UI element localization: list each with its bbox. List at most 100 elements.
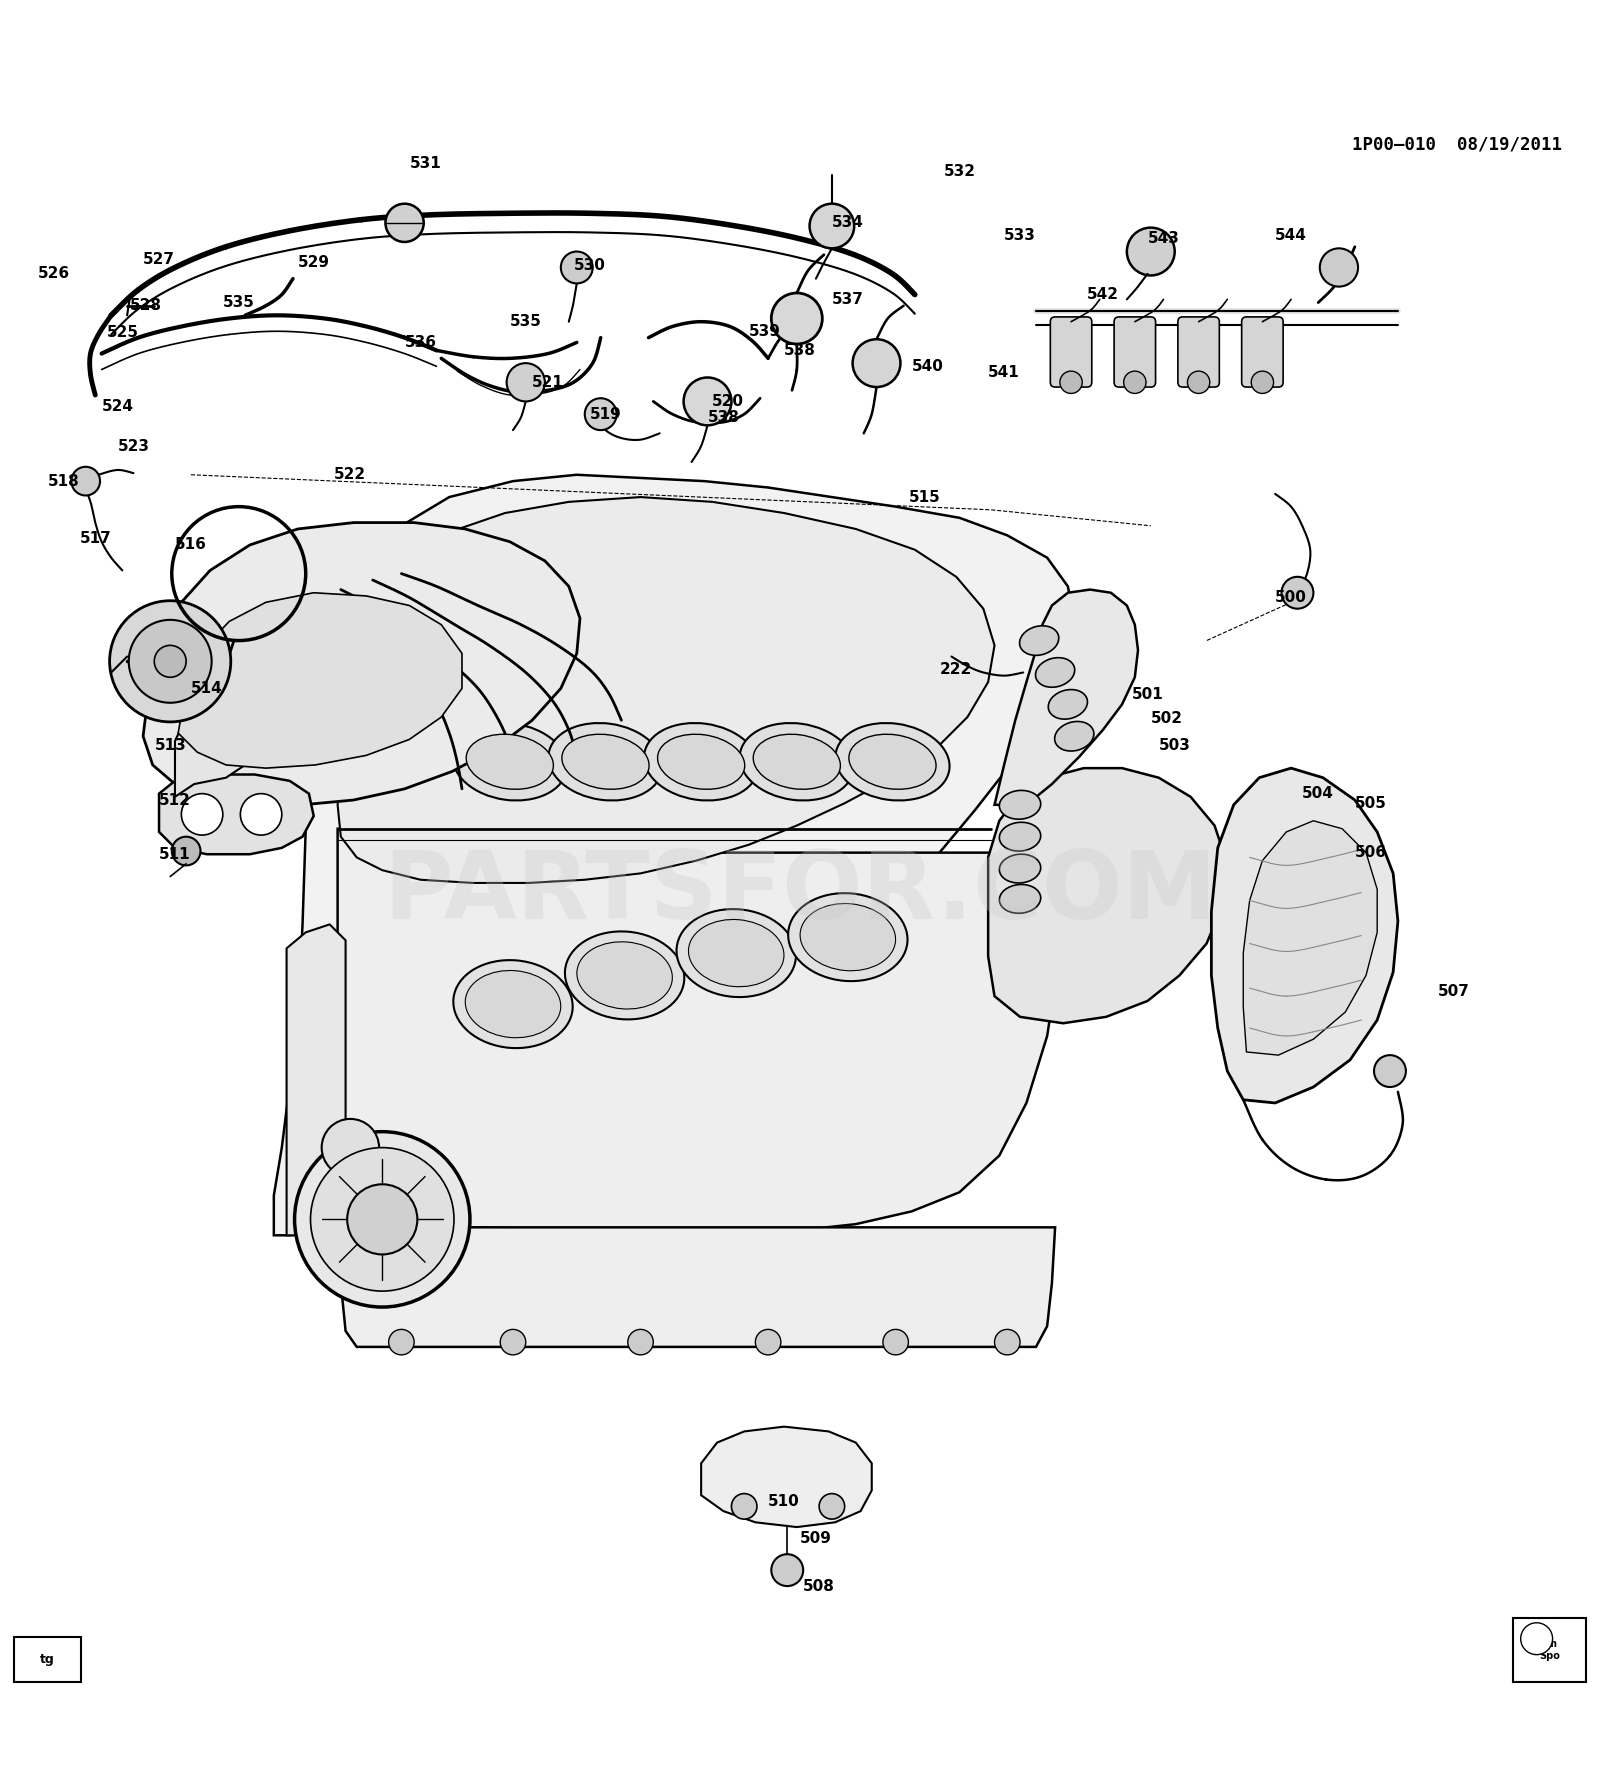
- Text: 538: 538: [784, 343, 816, 357]
- Ellipse shape: [453, 960, 573, 1048]
- Circle shape: [501, 1330, 526, 1355]
- Circle shape: [584, 398, 616, 430]
- Text: 517: 517: [80, 530, 110, 546]
- Text: 506: 506: [1355, 844, 1387, 860]
- Circle shape: [1059, 371, 1082, 393]
- Circle shape: [110, 602, 230, 721]
- Text: 511: 511: [158, 846, 190, 862]
- Circle shape: [294, 1132, 470, 1307]
- Text: 509: 509: [800, 1532, 832, 1546]
- Polygon shape: [338, 1228, 1054, 1348]
- Text: tg: tg: [40, 1653, 54, 1665]
- Circle shape: [72, 468, 101, 496]
- Text: 522: 522: [334, 468, 366, 482]
- Circle shape: [386, 203, 424, 243]
- Polygon shape: [989, 768, 1227, 1023]
- Text: 527: 527: [142, 252, 174, 268]
- Text: PARTSFOR.COM: PARTSFOR.COM: [384, 846, 1216, 939]
- Text: 535: 535: [510, 314, 542, 328]
- Ellipse shape: [800, 903, 896, 971]
- Circle shape: [322, 1119, 379, 1176]
- Ellipse shape: [1054, 721, 1094, 751]
- Text: 222: 222: [941, 662, 973, 677]
- Circle shape: [853, 339, 901, 387]
- Text: 526: 526: [38, 266, 70, 282]
- Ellipse shape: [835, 723, 949, 800]
- Circle shape: [347, 1183, 418, 1255]
- Text: 540: 540: [912, 359, 944, 373]
- Circle shape: [1187, 371, 1210, 393]
- Ellipse shape: [466, 971, 560, 1037]
- Circle shape: [507, 362, 546, 402]
- Circle shape: [562, 252, 592, 284]
- Circle shape: [883, 1330, 909, 1355]
- Circle shape: [154, 646, 186, 677]
- Text: 529: 529: [298, 255, 330, 270]
- Ellipse shape: [739, 723, 854, 800]
- Text: 543: 543: [1147, 232, 1179, 246]
- Text: 513: 513: [154, 739, 186, 753]
- Text: 510: 510: [768, 1494, 800, 1508]
- Ellipse shape: [677, 909, 795, 998]
- Text: 503: 503: [1158, 739, 1190, 753]
- Polygon shape: [158, 775, 314, 855]
- Text: 530: 530: [573, 259, 605, 273]
- Text: 505: 505: [1355, 796, 1387, 810]
- Circle shape: [771, 293, 822, 345]
- Circle shape: [755, 1330, 781, 1355]
- Ellipse shape: [578, 942, 672, 1009]
- Circle shape: [683, 377, 731, 425]
- Circle shape: [819, 1494, 845, 1519]
- Circle shape: [310, 1148, 454, 1291]
- Text: 507: 507: [1438, 984, 1470, 1000]
- Ellipse shape: [565, 932, 685, 1019]
- Text: 524: 524: [101, 398, 133, 414]
- Ellipse shape: [1000, 791, 1040, 819]
- Circle shape: [810, 203, 854, 248]
- Polygon shape: [701, 1426, 872, 1528]
- Circle shape: [128, 619, 211, 703]
- Polygon shape: [178, 593, 462, 768]
- Circle shape: [771, 1555, 803, 1587]
- Text: 532: 532: [944, 164, 976, 178]
- Ellipse shape: [645, 723, 758, 800]
- Ellipse shape: [562, 734, 650, 789]
- FancyBboxPatch shape: [1050, 318, 1091, 387]
- Circle shape: [1251, 371, 1274, 393]
- Text: 514: 514: [190, 680, 222, 696]
- Text: 535: 535: [222, 295, 254, 311]
- Polygon shape: [995, 589, 1138, 805]
- Polygon shape: [338, 828, 1062, 1233]
- Text: 500: 500: [1275, 591, 1307, 605]
- Text: 519: 519: [590, 407, 621, 421]
- Circle shape: [1520, 1623, 1552, 1655]
- Ellipse shape: [549, 723, 662, 800]
- FancyBboxPatch shape: [14, 1637, 82, 1681]
- Ellipse shape: [453, 723, 566, 800]
- Circle shape: [627, 1330, 653, 1355]
- Ellipse shape: [1019, 627, 1059, 655]
- Text: 537: 537: [832, 293, 864, 307]
- Circle shape: [731, 1494, 757, 1519]
- Text: 542: 542: [1086, 287, 1118, 302]
- Ellipse shape: [1000, 885, 1040, 914]
- Text: 534: 534: [832, 216, 864, 230]
- Circle shape: [171, 837, 200, 866]
- Circle shape: [1374, 1055, 1406, 1087]
- Circle shape: [1126, 228, 1174, 275]
- Text: 1P00–010  08/19/2011: 1P00–010 08/19/2011: [1352, 136, 1562, 154]
- Ellipse shape: [658, 734, 744, 789]
- Ellipse shape: [789, 892, 907, 982]
- Text: 531: 531: [410, 157, 442, 171]
- Text: 523: 523: [117, 439, 149, 453]
- Text: 515: 515: [909, 489, 941, 505]
- FancyBboxPatch shape: [1114, 318, 1155, 387]
- Ellipse shape: [466, 734, 554, 789]
- Circle shape: [995, 1330, 1021, 1355]
- Ellipse shape: [688, 919, 784, 987]
- Text: 518: 518: [48, 473, 80, 489]
- Ellipse shape: [1000, 823, 1040, 851]
- Text: 504: 504: [1302, 785, 1334, 801]
- Text: 520: 520: [712, 394, 744, 409]
- Circle shape: [389, 1330, 414, 1355]
